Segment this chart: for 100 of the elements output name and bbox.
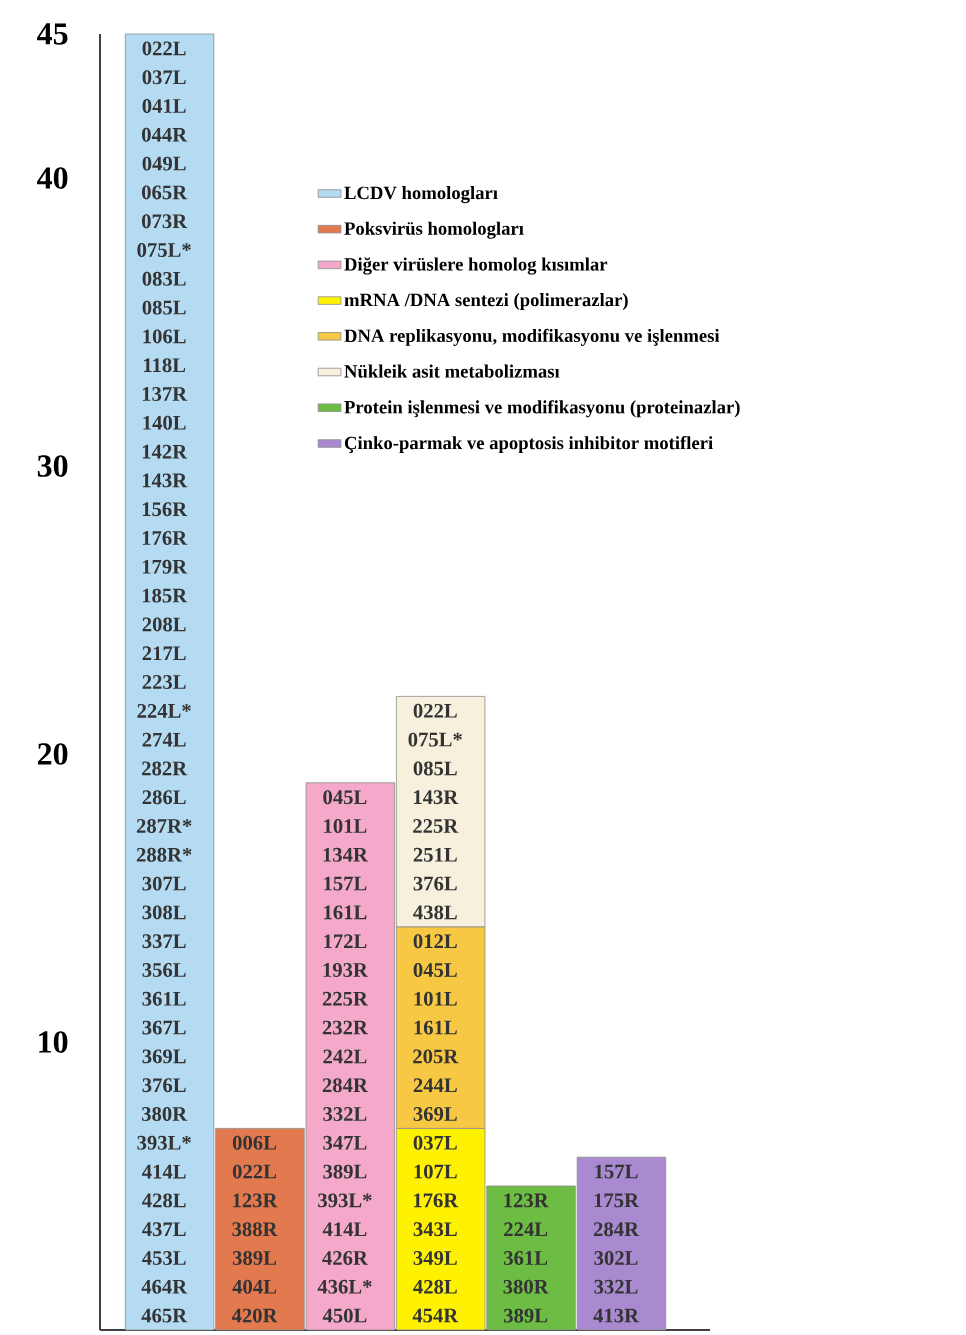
annotation: 286L (142, 790, 186, 805)
annotation: 465R (141, 1308, 188, 1323)
annotation: 376L (413, 876, 457, 891)
annotation: 428L (142, 1193, 186, 1208)
annotation: 217L (142, 646, 186, 661)
annotation: 118L (143, 358, 186, 373)
annotation: 332L (323, 1107, 367, 1121)
annotation: 242L (323, 1049, 367, 1064)
annotation: 049L (142, 156, 186, 171)
annotation: 075L* (408, 732, 462, 747)
annotation: 073R (142, 214, 188, 229)
annotation: 389L (323, 1164, 367, 1179)
annotation: 123R (233, 1193, 278, 1208)
annotation: 140L (143, 415, 186, 430)
annotation: 176R (413, 1193, 459, 1208)
annotation: 075L* (137, 243, 191, 257)
legend-label: mRNA /DNA sentezi (polimerazlar) (344, 293, 628, 311)
annotation: 179R (142, 559, 188, 574)
annotation: 287R* (136, 819, 192, 833)
annotation: 041L (142, 99, 186, 113)
annotation: 137R (142, 387, 188, 401)
annotation: 107L (414, 1164, 457, 1179)
annotation: 367L (142, 1020, 186, 1035)
annotation: 232R (322, 1020, 369, 1035)
annotation: 037L (413, 1135, 457, 1150)
annotation: 307L (142, 876, 186, 891)
annotation: 274L (142, 732, 186, 747)
annotation: 134R (323, 847, 369, 862)
annotation: 225R (413, 819, 459, 833)
annotation: 284R (322, 1078, 369, 1093)
annotation: 414L (142, 1164, 186, 1179)
y-tick-label: 20 (37, 743, 68, 765)
annotation: 282R (142, 761, 188, 776)
annotation: 389L (232, 1251, 277, 1265)
annotation: 065R (142, 185, 188, 200)
annotation: 022L (232, 1164, 277, 1179)
annotation: 420R (231, 1308, 278, 1323)
legend-label: Diğer virüslere homolog kısımlar (344, 257, 608, 275)
annotation: 288R* (136, 847, 192, 862)
annotation: 453L (142, 1251, 186, 1265)
annotation: 393L* (137, 1135, 191, 1150)
annotation: 284R (593, 1222, 640, 1237)
annotation: 022L (142, 41, 186, 56)
annotation: 361L (142, 991, 186, 1006)
annotation: 337L (142, 934, 186, 949)
annotation: 437L (142, 1222, 186, 1237)
y-tick-label: 10 (39, 1031, 68, 1053)
annotation: 083L (142, 271, 186, 286)
annotation: 380R (503, 1279, 549, 1294)
annotation: 369L (142, 1049, 186, 1064)
annotation: 185R (142, 588, 188, 603)
legend-label: DNA replikasyonu, modifikasyonu ve işlenmesi (344, 328, 720, 346)
annotation: 143R (413, 790, 459, 805)
annotation: 404L (232, 1279, 277, 1294)
annotation: 106L (143, 329, 186, 344)
annotation: 349L (413, 1251, 457, 1265)
annotation: 413R (593, 1308, 640, 1323)
annotation: 426R (322, 1251, 369, 1265)
annotation: 012L (413, 934, 457, 949)
annotation: 157L (324, 876, 367, 891)
legend-label: LCDV homologları (344, 186, 498, 204)
annotation: 172L (324, 934, 367, 949)
annotation: 225R (322, 991, 369, 1006)
annotation: 045L (323, 790, 367, 805)
annotation: 193R (323, 963, 369, 977)
legend-label: Nükleik asit metabolizması (344, 364, 560, 378)
annotation: 436L* (317, 1279, 372, 1294)
annotation: 022L (413, 703, 457, 718)
legend-label: Poksvirüs homologları (344, 221, 524, 239)
legend-label: Protein işlenmesi ve modifikasyonu (proteinazlar) (344, 400, 740, 418)
annotation: 438L (413, 905, 457, 920)
annotation: 428L (413, 1279, 457, 1294)
annotation: 101L (324, 819, 367, 833)
annotation: 157L (595, 1164, 638, 1179)
annotation: 389L (504, 1308, 548, 1323)
annotation: 414L (322, 1222, 367, 1237)
annotation: 332L (594, 1279, 638, 1294)
annotation: 123R (504, 1193, 549, 1208)
annotation: 464R (141, 1279, 188, 1294)
annotation: 085L (142, 300, 186, 315)
annotation: 156R (142, 502, 188, 517)
annotation: 006L (232, 1135, 277, 1150)
annotation: 393L* (318, 1193, 372, 1208)
annotation: 251L (413, 847, 457, 862)
annotation: 308L (142, 905, 186, 920)
annotation: 224L* (137, 703, 191, 718)
annotation: 376L (142, 1078, 186, 1093)
y-tick-label: 45 (37, 23, 68, 45)
annotation: 356L (142, 963, 186, 977)
annotation: 302L (594, 1251, 638, 1265)
annotation: 450L (322, 1308, 367, 1323)
annotation: 175R (594, 1193, 640, 1208)
annotation: 380R (141, 1107, 188, 1121)
annotation: 208L (142, 617, 186, 632)
annotation: 205R (413, 1049, 459, 1064)
annotation: 143R (142, 473, 188, 488)
annotation: 361L (504, 1251, 548, 1265)
annotation: 161L (414, 1020, 457, 1035)
annotation: 085L (413, 761, 457, 776)
annotation: 244L (413, 1078, 457, 1093)
